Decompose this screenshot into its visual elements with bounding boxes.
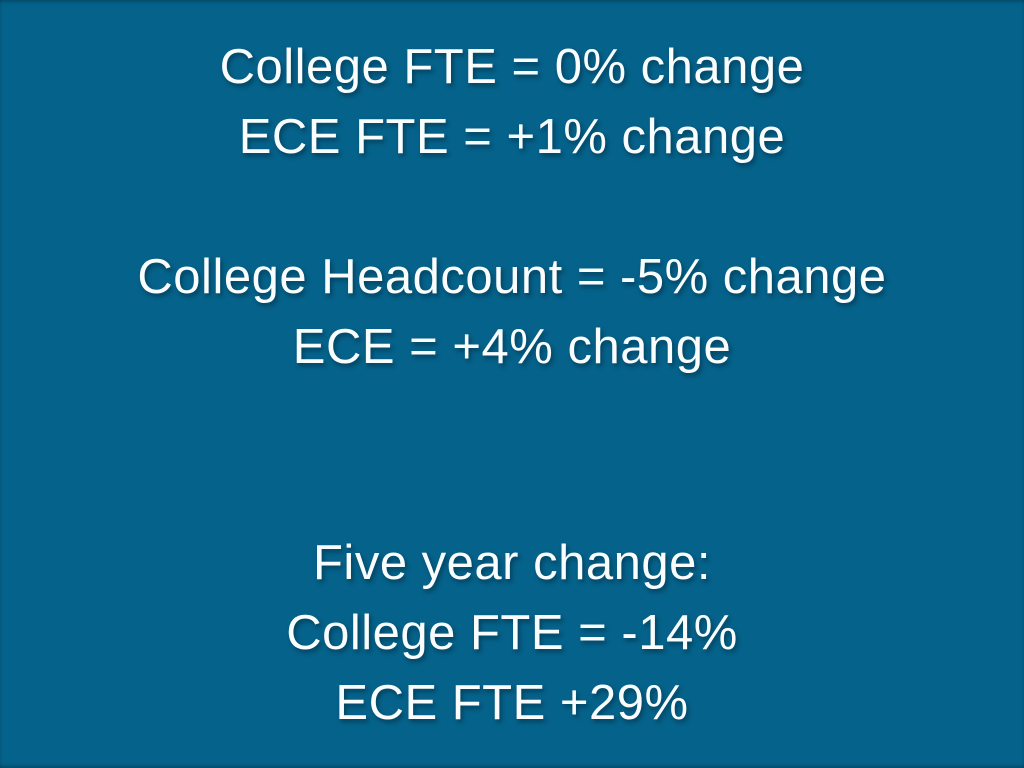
headcount-change-block: College Headcount = -5% change ECE = +4%… [0, 242, 1024, 382]
slide-text-line: ECE = +4% change [292, 320, 732, 374]
slide-text-line: ECE FTE = +1% change [238, 110, 786, 164]
slide-text-line: College Headcount = -5% change [137, 250, 887, 304]
fte-change-block: College FTE = 0% change ECE FTE = +1% ch… [0, 32, 1024, 172]
slide-text-line: Five year change: [313, 536, 711, 590]
slide-text-line: College FTE = -14% [286, 606, 738, 660]
slide-text-line: ECE FTE +29% [335, 676, 689, 730]
slide-text-line: College FTE = 0% change [219, 40, 805, 94]
five-year-change-block: Five year change: College FTE = -14% ECE… [0, 528, 1024, 738]
